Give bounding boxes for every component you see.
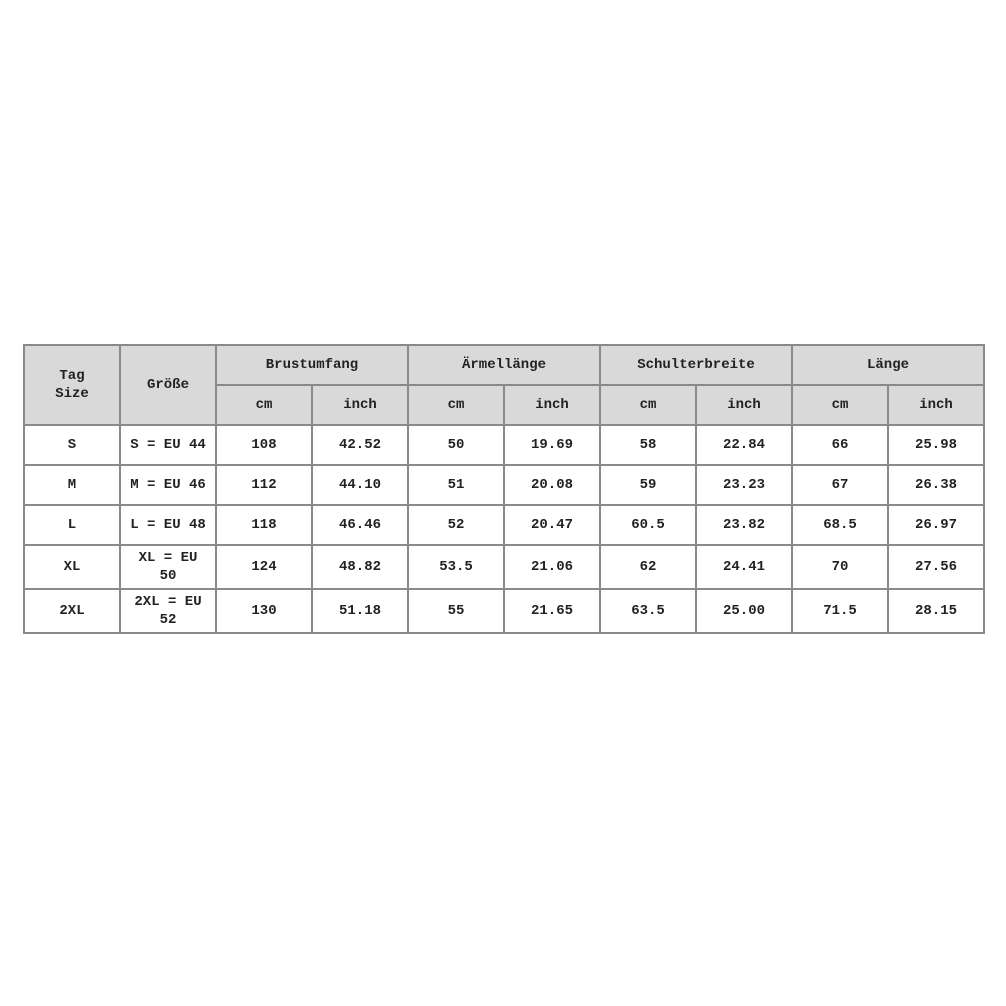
- value-cell: 19.69: [503, 424, 601, 466]
- unit-header: cm: [791, 384, 889, 426]
- value-cell: 48.82: [311, 544, 409, 590]
- value-cell: 60.5: [599, 504, 697, 546]
- value-cell: 63.5: [599, 588, 697, 634]
- group-header: Ärmellänge: [407, 344, 601, 386]
- eu-size-cell: L = EU 48: [119, 504, 217, 546]
- value-cell: 71.5: [791, 588, 889, 634]
- value-cell: 52: [407, 504, 505, 546]
- group-header: Länge: [791, 344, 985, 386]
- tag-cell: M: [23, 464, 121, 506]
- table-row: 2XL 2XL = EU 52 130 51.18 55 21.65 63.5 25.00 71…: [23, 588, 985, 634]
- value-cell: 59: [599, 464, 697, 506]
- value-cell: 26.38: [887, 464, 985, 506]
- group-header: Brustumfang: [215, 344, 409, 386]
- value-cell: 68.5: [791, 504, 889, 546]
- value-cell: 46.46: [311, 504, 409, 546]
- header-tag: Tag: [59, 368, 85, 384]
- unit-header: inch: [695, 384, 793, 426]
- value-cell: 118: [215, 504, 313, 546]
- value-cell: 50: [407, 424, 505, 466]
- unit-header: inch: [887, 384, 985, 426]
- groesse-header: Größe: [119, 344, 217, 426]
- tag-size-header: Tag Size: [23, 344, 121, 426]
- value-cell: 130: [215, 588, 313, 634]
- value-cell: 108: [215, 424, 313, 466]
- value-cell: 42.52: [311, 424, 409, 466]
- value-cell: 62: [599, 544, 697, 590]
- unit-header: cm: [215, 384, 313, 426]
- value-cell: 53.5: [407, 544, 505, 590]
- value-cell: 70: [791, 544, 889, 590]
- value-cell: 58: [599, 424, 697, 466]
- unit-header: inch: [311, 384, 409, 426]
- value-cell: 23.23: [695, 464, 793, 506]
- value-cell: 20.08: [503, 464, 601, 506]
- tag-cell: L: [23, 504, 121, 546]
- unit-header: cm: [599, 384, 697, 426]
- unit-header: inch: [503, 384, 601, 426]
- tag-cell: S: [23, 424, 121, 466]
- value-cell: 112: [215, 464, 313, 506]
- eu-size-cell: 2XL = EU 52: [119, 588, 217, 634]
- value-cell: 20.47: [503, 504, 601, 546]
- value-cell: 21.65: [503, 588, 601, 634]
- value-cell: 44.10: [311, 464, 409, 506]
- value-cell: 27.56: [887, 544, 985, 590]
- tag-cell: XL: [23, 544, 121, 590]
- value-cell: 51.18: [311, 588, 409, 634]
- value-cell: 51: [407, 464, 505, 506]
- header-size: Size: [55, 386, 89, 402]
- value-cell: 28.15: [887, 588, 985, 634]
- table-row: XL XL = EU 50 124 48.82 53.5 21.06 62 24.41 70 27…: [23, 544, 985, 590]
- value-cell: 124: [215, 544, 313, 590]
- group-header: Schulterbreite: [599, 344, 793, 386]
- eu-size-cell: XL = EU 50: [119, 544, 217, 590]
- tag-cell: 2XL: [23, 588, 121, 634]
- eu-size-cell: S = EU 44: [119, 424, 217, 466]
- size-chart-table: Tag Size Größe Brustumfang Ärmellänge Schul…: [23, 344, 985, 634]
- value-cell: 21.06: [503, 544, 601, 590]
- value-cell: 25.00: [695, 588, 793, 634]
- value-cell: 22.84: [695, 424, 793, 466]
- value-cell: 67: [791, 464, 889, 506]
- unit-header: cm: [407, 384, 505, 426]
- value-cell: 66: [791, 424, 889, 466]
- value-cell: 26.97: [887, 504, 985, 546]
- eu-size-cell: M = EU 46: [119, 464, 217, 506]
- value-cell: 23.82: [695, 504, 793, 546]
- value-cell: 24.41: [695, 544, 793, 590]
- value-cell: 55: [407, 588, 505, 634]
- value-cell: 25.98: [887, 424, 985, 466]
